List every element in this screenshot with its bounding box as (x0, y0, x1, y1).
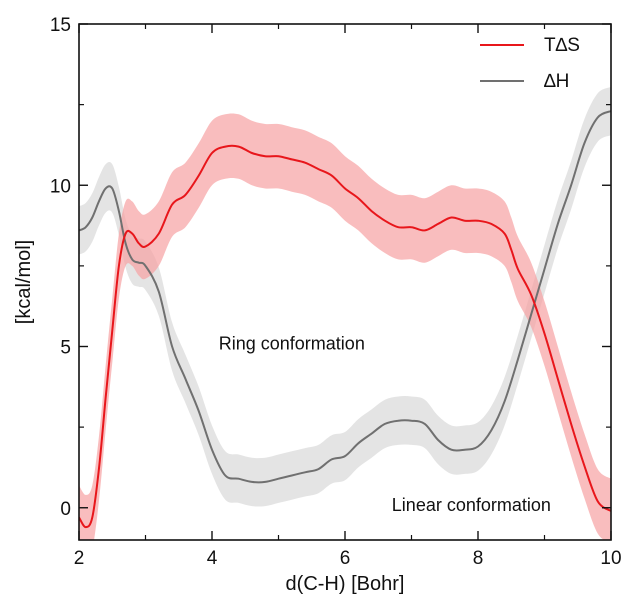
y-tick-label: 5 (60, 338, 71, 359)
series-lines (79, 110, 611, 529)
x-tick-label: 2 (74, 548, 85, 569)
y-tick-label: 15 (50, 15, 71, 36)
y-tick-label: 10 (50, 176, 71, 197)
tds-line (79, 144, 611, 529)
x-tick-label: 4 (207, 548, 218, 569)
dh-line (79, 110, 611, 484)
x-axis-label: d(C-H) [Bohr] (286, 573, 405, 595)
x-tick-label: 8 (473, 548, 484, 569)
y-tick-label: 0 (60, 499, 71, 520)
axis-ticks (78, 23, 612, 540)
x-tick-label: 10 (600, 548, 621, 569)
annotation-linear-conformation: Linear conformation (392, 495, 551, 515)
legend: T∆S ∆H (480, 35, 580, 92)
legend-label-dh: ∆H (544, 71, 569, 92)
annotation-ring-conformation: Ring conformation (219, 334, 365, 354)
legend-label-tds: T∆S (544, 35, 580, 56)
uncertainty-bands (79, 86, 611, 540)
y-axis-label: [kcal/mol] (13, 240, 35, 324)
tick-labels: 2 4 6 8 10 0 5 10 15 (50, 15, 622, 569)
x-tick-label: 6 (340, 548, 351, 569)
